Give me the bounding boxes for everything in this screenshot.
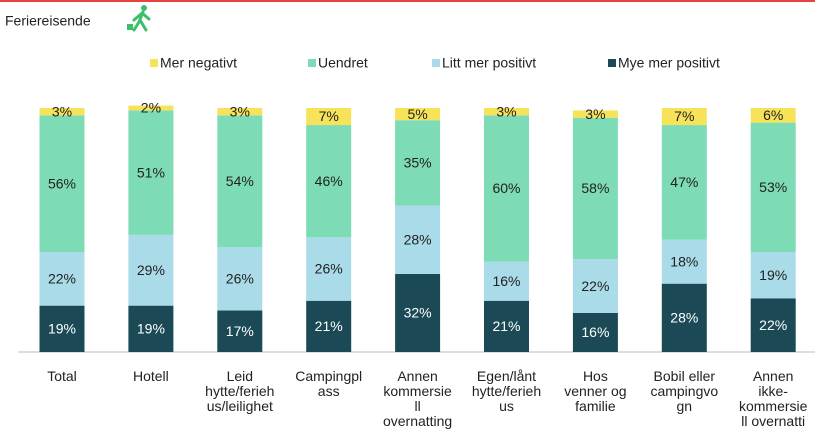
- value-label: 26%: [226, 271, 254, 287]
- value-label: 58%: [581, 180, 609, 196]
- value-label: 22%: [48, 271, 76, 287]
- value-label: 5%: [407, 106, 427, 122]
- bar-segment: [572, 259, 618, 313]
- x-tick-label: Hos venner og familie: [564, 368, 627, 414]
- value-label: 16%: [581, 324, 609, 340]
- x-tick-label: Total: [47, 368, 77, 384]
- value-label: 6%: [763, 107, 783, 123]
- legend-label: Mer negativt: [160, 55, 237, 71]
- value-label: 19%: [137, 321, 165, 337]
- bar-segment: [306, 125, 352, 238]
- x-tick-label: Hotell: [132, 368, 169, 384]
- chart-title: Feriereisende: [5, 13, 91, 29]
- bar-segment: [661, 125, 707, 240]
- bar-segment: [484, 300, 529, 352]
- bar-segment: [572, 117, 618, 260]
- bar-segment: [661, 283, 707, 352]
- value-label: 35%: [404, 155, 432, 171]
- bar-segment: [395, 120, 441, 206]
- bar-segment: [395, 108, 441, 121]
- value-label: 29%: [137, 262, 165, 278]
- value-label: 28%: [404, 231, 432, 247]
- value-label: 60%: [492, 180, 520, 196]
- bar-segment: [750, 122, 796, 252]
- value-label: 3%: [585, 106, 605, 122]
- bar-segment: [306, 108, 352, 126]
- bar-segment: [217, 115, 263, 248]
- bar-segment: [128, 105, 174, 111]
- legend-label: Mye mer positivt: [618, 55, 720, 71]
- bar-segment: [128, 305, 174, 352]
- value-label: 3%: [230, 103, 250, 119]
- bar-segment: [395, 205, 441, 274]
- value-label: 7%: [674, 108, 694, 124]
- bar-segment: [217, 247, 263, 311]
- value-label: 19%: [48, 321, 76, 337]
- bar-segment: [306, 300, 352, 352]
- x-tick-label: Campingpl ass: [295, 368, 363, 399]
- bar-segment: [39, 305, 85, 352]
- bar-segment: [217, 108, 263, 116]
- value-label: 19%: [759, 267, 787, 283]
- legend-swatch: [308, 59, 316, 67]
- value-label: 3%: [52, 103, 72, 119]
- bar-segment: [395, 273, 441, 352]
- bar-segment: [750, 298, 796, 352]
- bar-segment: [128, 234, 174, 306]
- bar-segment: [39, 251, 85, 306]
- x-tick-label: Annen kommersie ll overnatting: [382, 368, 453, 429]
- bar-segment: [750, 108, 796, 123]
- value-label: 54%: [226, 173, 254, 189]
- value-label: 53%: [759, 179, 787, 195]
- value-label: 21%: [315, 318, 343, 334]
- bar-segment: [217, 310, 263, 352]
- value-label: 7%: [319, 108, 339, 124]
- value-label: 32%: [404, 305, 432, 321]
- legend-label: Uendret: [318, 55, 368, 71]
- walker-icon: [127, 5, 151, 32]
- bar-segment: [128, 110, 174, 235]
- bar-segment: [484, 108, 529, 116]
- value-label: 51%: [137, 164, 165, 180]
- bar-segment: [572, 110, 618, 118]
- x-tick-label: Egen/lånt hytte/ferieh us: [471, 368, 542, 414]
- value-label: 26%: [315, 261, 343, 277]
- value-label: 47%: [670, 174, 698, 190]
- legend-label: Litt mer positivt: [442, 55, 536, 71]
- bar-segment: [39, 108, 85, 116]
- value-label: 2%: [141, 100, 161, 116]
- bar-segment: [750, 251, 796, 299]
- bar-segment: [39, 115, 85, 252]
- value-label: 18%: [670, 253, 698, 269]
- bar-segment: [572, 312, 618, 352]
- bar-segment: [661, 108, 707, 126]
- bar-segment: [484, 115, 529, 262]
- x-tick-label: Annen ikke- kommersie ll overnatti: [738, 368, 808, 429]
- x-tick-label: Bobil eller campingvo gn: [650, 368, 719, 414]
- legend-swatch: [608, 59, 616, 67]
- value-label: 21%: [492, 318, 520, 334]
- bar-segment: [661, 239, 707, 284]
- value-label: 22%: [759, 317, 787, 333]
- x-tick-label: Leid hytte/ferieh us/leilighet: [205, 368, 275, 414]
- value-label: 56%: [48, 175, 76, 191]
- value-label: 16%: [492, 273, 520, 289]
- value-label: 17%: [226, 323, 254, 339]
- value-label: 46%: [315, 173, 343, 189]
- bar-segment: [306, 237, 352, 301]
- value-label: 22%: [581, 278, 609, 294]
- value-label: 28%: [670, 310, 698, 326]
- value-label: 3%: [496, 103, 516, 119]
- legend-swatch: [150, 59, 158, 67]
- bar-segment: [484, 261, 529, 301]
- legend-swatch: [432, 59, 440, 67]
